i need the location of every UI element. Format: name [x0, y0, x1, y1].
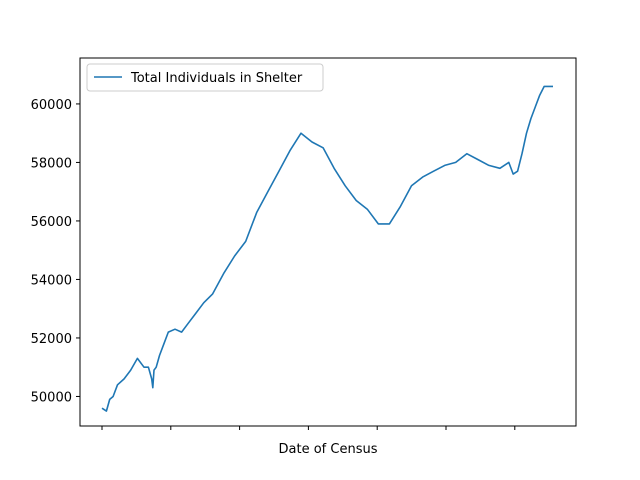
y-tick-label: 58000 [31, 156, 72, 171]
series-layer [101, 85, 553, 412]
axes-layer: 50000 52000 54000 56000 58000 60000 [31, 57, 577, 430]
series-line [101, 85, 553, 412]
y-tick-label: 50000 [31, 390, 72, 405]
axes-frame [79, 57, 577, 427]
y-tick-label: 60000 [31, 98, 72, 113]
plot-area [80, 58, 576, 426]
y-tick-label: 52000 [31, 332, 72, 347]
legend-box [86, 63, 324, 92]
x-axis-label: Date of Census [279, 442, 378, 457]
legend-label: Total Individuals in Shelter [130, 71, 303, 86]
y-tick-label: 54000 [31, 273, 72, 288]
y-tick-label: 56000 [31, 215, 72, 230]
legend: Total Individuals in Shelter [86, 63, 324, 92]
